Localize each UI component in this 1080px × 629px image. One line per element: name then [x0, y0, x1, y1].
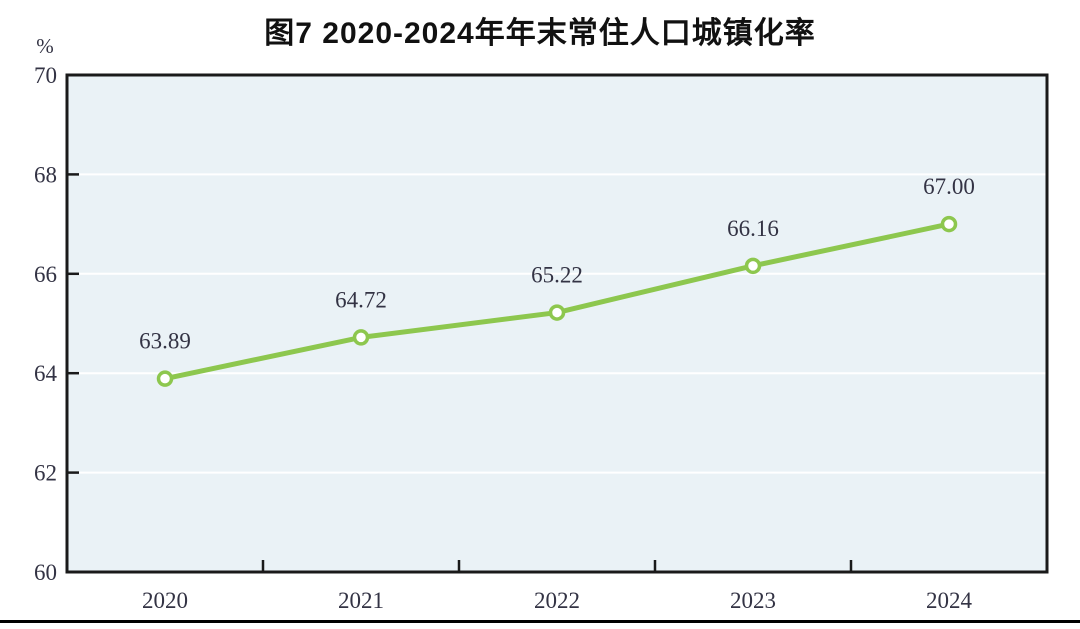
- data-point-label: 63.89: [139, 329, 191, 354]
- y-tick-label: 62: [34, 461, 57, 486]
- x-tick-label: 2021: [338, 588, 384, 613]
- y-tick-label: 68: [34, 162, 57, 187]
- y-tick-label: 66: [34, 262, 57, 287]
- y-tick-label: 70: [34, 63, 57, 88]
- data-point-label: 67.00: [923, 174, 975, 199]
- data-point-label: 65.22: [531, 263, 583, 288]
- data-point-label: 66.16: [727, 216, 779, 241]
- y-tick-label: 64: [34, 361, 58, 386]
- data-point: [744, 257, 762, 275]
- x-tick-label: 2020: [142, 588, 188, 613]
- x-tick-label: 2024: [926, 588, 973, 613]
- x-axis-ticks: [261, 560, 853, 572]
- bottom-border-line: [0, 620, 1080, 623]
- data-point: [940, 215, 958, 233]
- plot-area: [67, 75, 1047, 572]
- data-labels: 63.89 64.72 65.22 66.16 67.00: [139, 174, 975, 354]
- data-point: [156, 370, 174, 387]
- gridlines: [67, 173, 1047, 474]
- y-axis-unit-label: %: [36, 34, 54, 58]
- x-tick-label: 2022: [534, 588, 580, 613]
- data-point: [548, 304, 566, 321]
- data-point-label: 64.72: [335, 287, 387, 312]
- plot-border: [65, 73, 1049, 574]
- chart-title: 图7 2020-2024年年末常住人口城镇化率: [264, 17, 816, 50]
- x-tick-label: 2023: [730, 588, 776, 613]
- data-point: [352, 329, 370, 346]
- data-markers: [156, 215, 958, 387]
- x-tick-labels: 2020 2021 2022 2023 2024: [142, 588, 973, 613]
- y-tick-labels: 70 68 66 64 62 60: [34, 63, 58, 585]
- y-tick-label: 60: [34, 560, 57, 585]
- y-axis-ticks: [67, 173, 79, 474]
